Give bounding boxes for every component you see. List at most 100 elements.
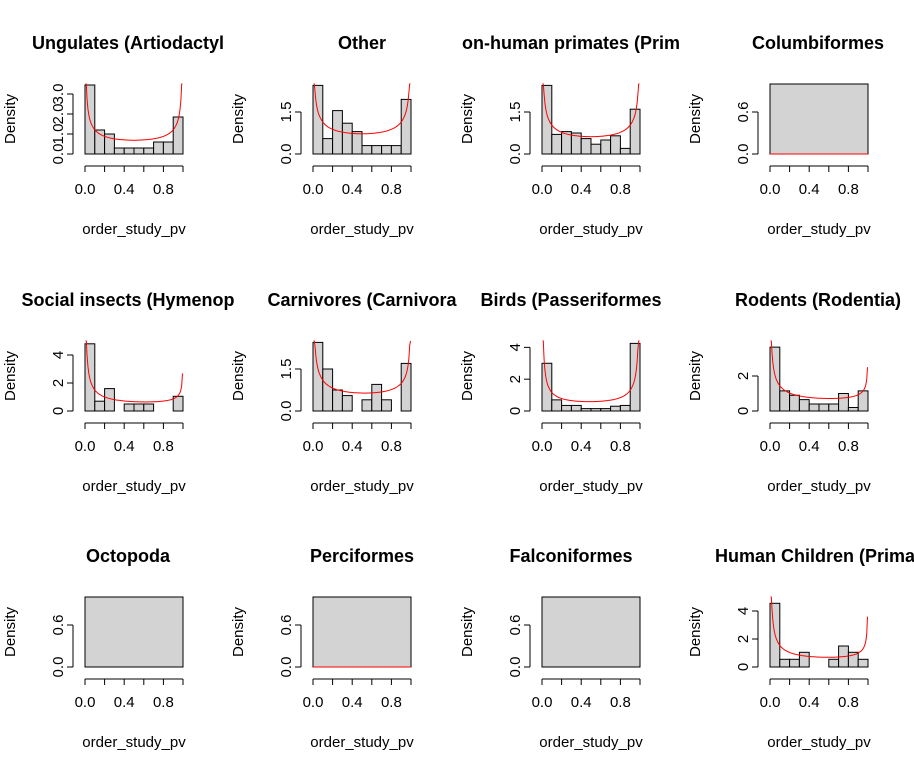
chart-10-y-label: Density [230,606,247,657]
chart-1-bar [133,147,145,155]
chart-10-x-tick-label: 0.0 [303,694,324,711]
chart-6-x-label: order_study_pv [310,478,414,495]
chart-6-bar [322,368,334,412]
chart-2-x-tick-label: 0.8 [381,181,402,198]
chart-2-x-tick-label: 0.4 [342,181,363,198]
chart-1-title: Ungulates (Artiodactyl [32,33,224,53]
chart-5-density-curve [85,340,183,403]
chart-1-bar [153,141,164,155]
chart-3-title: on-human primates (Prim [462,33,680,53]
chart-11-title: Falconiformes [509,546,632,566]
chart-7-bar [600,408,612,412]
chart-9-title: Octopoda [86,546,171,566]
chart-6-bar [381,399,392,412]
chart-3-x-label: order_study_pv [539,221,643,238]
chart-8-y-tick-label: 2 [735,372,752,380]
chart-12-density-curve [770,596,868,658]
chart-6-x-tick-label: 0.8 [381,438,402,455]
chart-4-x-tick-label: 0.8 [838,181,859,198]
chart-11-y-label: Density [459,606,476,657]
chart-12-bar [798,651,810,668]
chart-4-x-tick-label: 0.0 [760,181,781,198]
chart-1-x-label: order_study_pv [82,221,186,238]
chart-11-x-label: order_study_pv [539,734,643,751]
chart-2-bar [400,98,412,155]
chart-12-panel: Human Children (Primat 0 2 4 Density 0.0 0.4 0.… [687,546,914,751]
chart-12-y-tick-label: 4 [735,607,752,615]
chart-10-x-tick-label: 0.4 [342,694,363,711]
chart-8-bar [828,403,840,412]
chart-5-bar [123,403,135,412]
chart-8-density-curve [770,340,868,399]
chart-11-x-tick-label: 0.8 [610,694,631,711]
chart-7-bar [580,408,592,412]
chart-8-bar [847,407,859,412]
chart-3-panel: on-human primates (Prim 0.0 1.5 Density 0.0 0… [459,33,680,238]
chart-12-x-tick-label: 0.4 [799,694,820,711]
chart-7-y-tick-label: 2 [507,375,524,383]
chart-5-bar [143,403,155,412]
chart-2-density-curve [313,83,411,135]
chart-8-bar [779,390,791,412]
chart-7-bar [570,404,582,412]
chart-4-y-label: Density [687,93,704,144]
chart-6-bar [361,399,373,412]
chart-6-bar [371,383,383,412]
chart-6-y-tick-label: 1.5 [278,359,295,380]
chart-12-bar [857,658,869,668]
chart-2-bar [371,145,383,155]
chart-5-y-label: Density [2,350,19,401]
chart-9-x-tick-label: 0.4 [114,694,135,711]
chart-10-x-label: order_study_pv [310,734,414,751]
chart-3-bar [580,138,592,155]
chart-8-x-tick-label: 0.8 [838,438,859,455]
chart-5-x-tick-label: 0.4 [114,438,135,455]
chart-7-bar [541,362,553,412]
chart-9-y-label: Density [2,606,19,657]
chart-8-x-tick-label: 0.0 [760,438,781,455]
chart-11-x-tick-label: 0.0 [532,694,553,711]
chart-7-density-curve [542,340,640,403]
chart-6-y-label: Density [230,350,247,401]
chart-7-x-tick-label: 0.8 [610,438,631,455]
chart-3-y-tick-label: 0.0 [507,144,524,165]
chart-3-bar [590,143,602,155]
chart-2-bar [322,138,334,155]
chart-7-y-label: Density [459,350,476,401]
chart-7-y-tick-label: 4 [507,343,524,351]
chart-12-bar [828,658,840,668]
chart-12-x-tick-label: 0.8 [838,694,859,711]
chart-4-x-tick-label: 0.4 [799,181,820,198]
chart-1-x-tick-label: 0.8 [153,181,174,198]
chart-7-bar [551,399,563,412]
chart-2-x-label: order_study_pv [310,221,414,238]
chart-1-y-tick-label: 3.0 [50,84,67,105]
chart-1-y-tick-label: 1.0 [50,124,67,145]
chart-8-bar [838,393,849,412]
chart-6-title: Carnivores (Carnivora [267,290,457,310]
chart-1-y-tick-label: 2.0 [50,104,67,125]
chart-11-y-tick-label: 0.6 [507,615,524,636]
chart-1-panel: Ungulates (Artiodactyl0.01.02.03.0Densit… [2,33,224,238]
chart-9-panel: Octopoda 0.0 0.6 Density 0.0 0.4 0.8 order_stud… [2,546,186,751]
chart-6-bar [341,395,353,412]
chart-8-x-label: order_study_pv [767,478,871,495]
chart-9-x-tick-label: 0.0 [75,694,96,711]
chart-10-y-tick-label: 0.6 [278,615,295,636]
chart-1-density-curve [85,83,183,141]
chart-4-bar [769,83,869,155]
chart-12-x-tick-label: 0.0 [760,694,781,711]
chart-5-y-tick-label: 4 [50,351,67,359]
chart-2-y-label: Density [230,93,247,144]
chart-7-bar [590,408,602,412]
chart-3-bar [610,135,621,155]
chart-11-x-tick-label: 0.4 [571,694,592,711]
chart-3-x-tick-label: 0.0 [532,181,553,198]
chart-11-y-tick-label: 0.0 [507,657,524,678]
chart-5-x-tick-label: 0.0 [75,438,96,455]
chart-10-x-tick-label: 0.8 [381,694,402,711]
chart-3-bar [551,133,563,155]
chart-2-y-tick-label: 1.5 [278,102,295,123]
chart-4-x-label: order_study_pv [767,221,871,238]
chart-3-bar [541,84,553,155]
